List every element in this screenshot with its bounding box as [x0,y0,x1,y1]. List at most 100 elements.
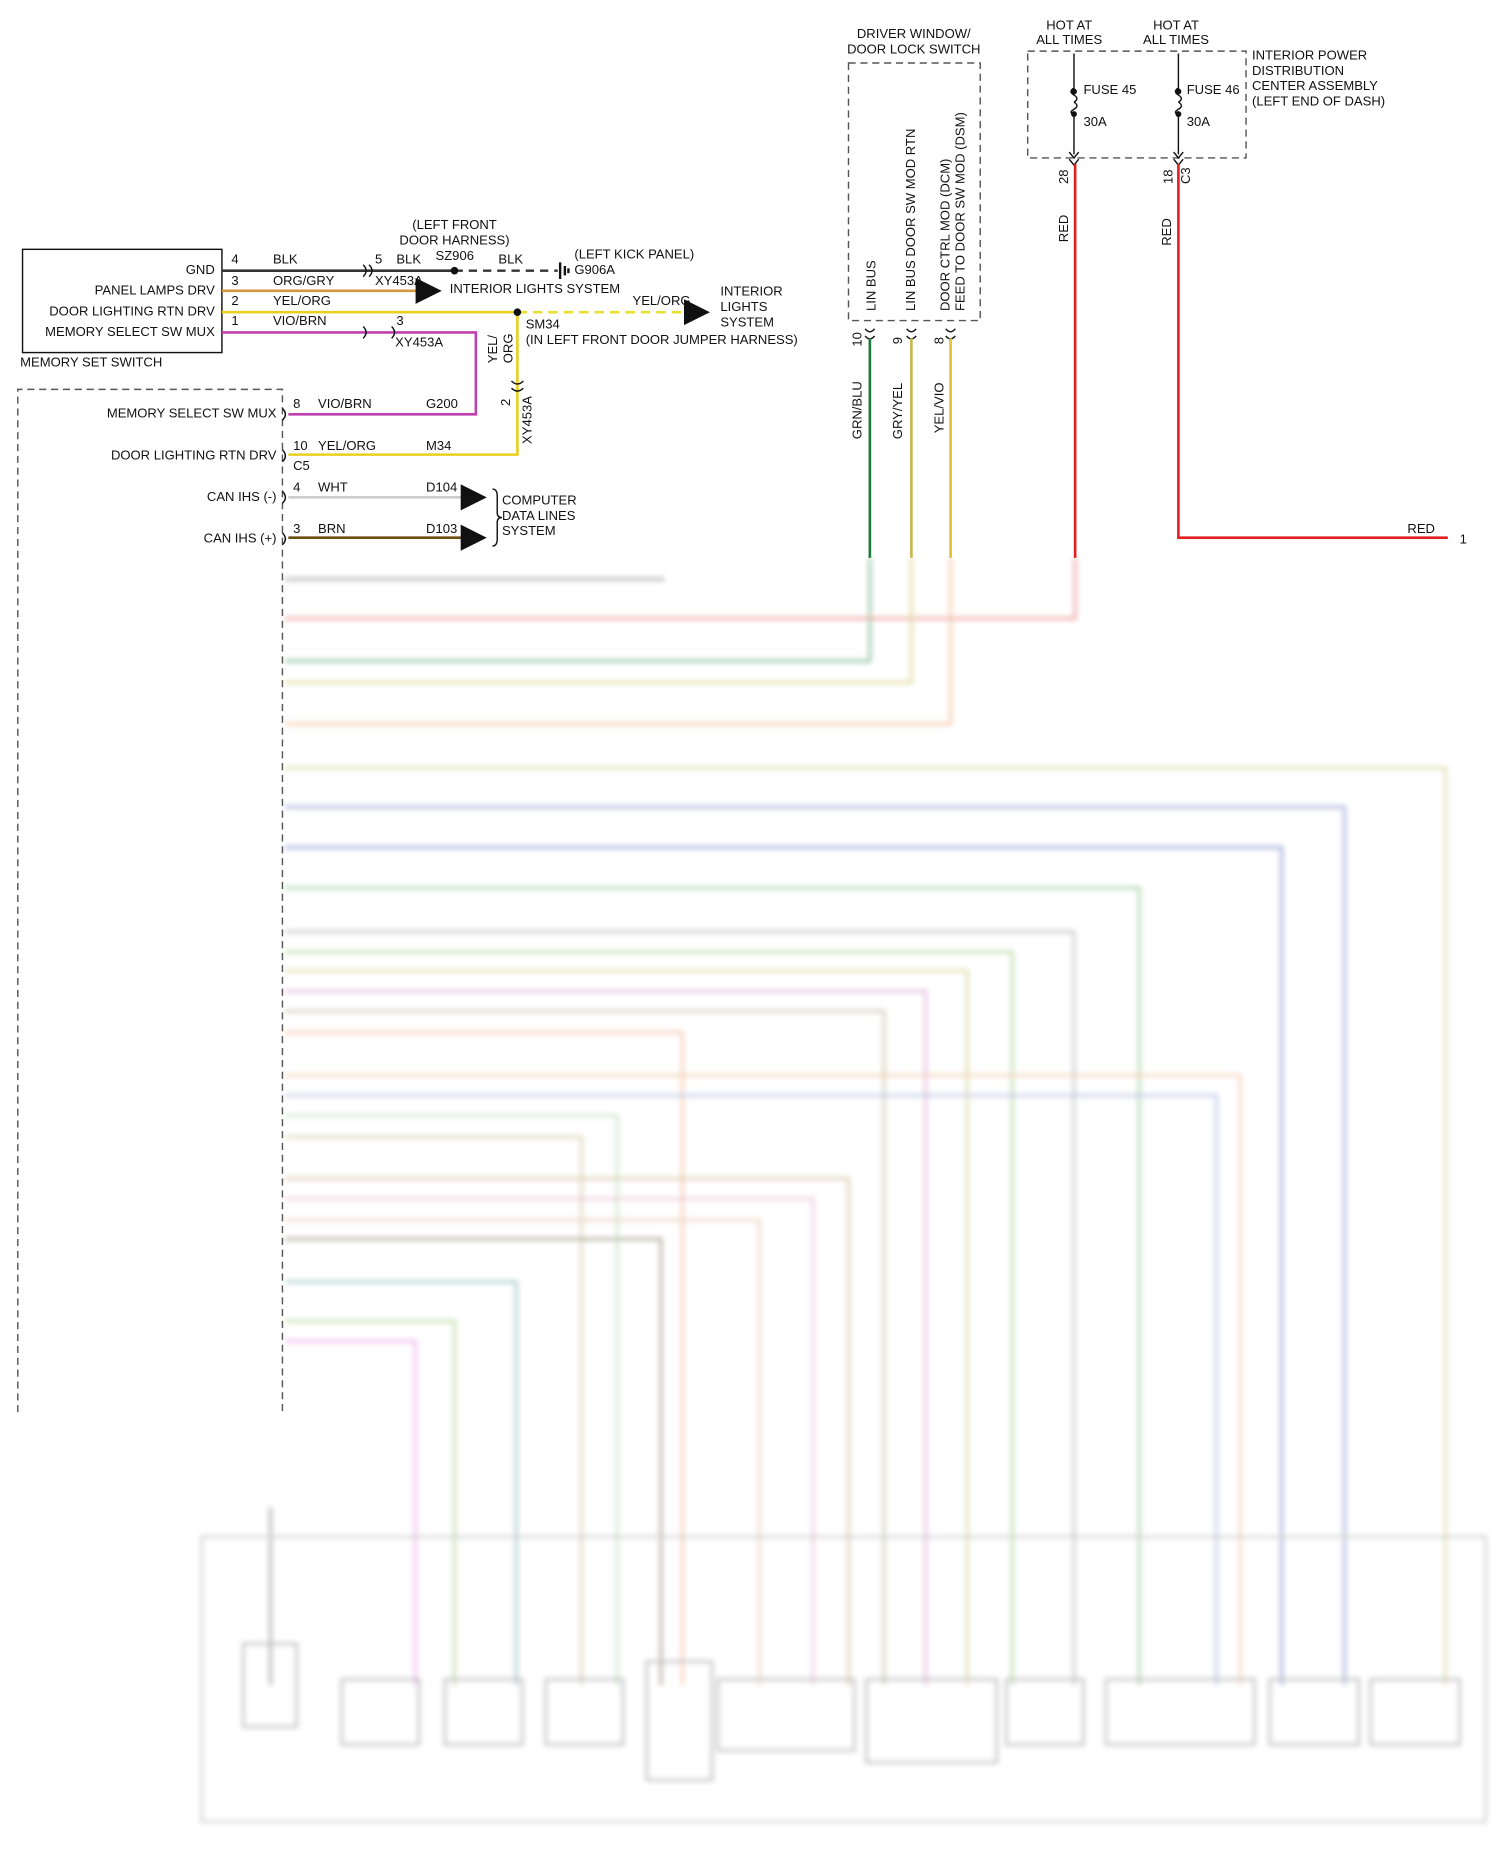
splice-id: SM34 [526,317,560,332]
hot-label: HOT AT [1046,18,1092,33]
fuse-symbol [1070,53,1183,155]
wire-color: WHT [318,479,348,494]
circuit-name: MEMORY SELECT SW MUX [107,406,277,421]
harness-label: DOOR HARNESS) [399,232,509,247]
component-label: INTERIOR POWER [1252,47,1367,62]
wire-color: VIO/BRN [318,396,372,411]
hot-label: ALL TIMES [1036,32,1102,47]
connector-id: XY453A [520,396,535,444]
circuit-name: DOOR CTRL MOD (DCM) [937,159,952,311]
ground-symbol [558,262,570,279]
wire-color: BRN [318,521,346,536]
wire-color: YEL/ORG [273,293,331,308]
fuse-terminal [1175,88,1182,95]
circuit-name: MEMORY SELECT SW MUX [45,324,215,339]
wire-color: YEL/ORG [633,293,691,308]
wire-color: GRY/YEL [890,383,905,439]
wire-color: BLK [396,251,421,266]
ground-location: (LEFT KICK PANEL) [574,247,694,262]
harness-label: (LEFT FRONT [412,217,497,232]
module-box [17,388,284,1413]
fuse-rating: 30A [1187,114,1211,129]
pin-number: 1 [231,313,238,328]
destination-label: LIGHTS [720,299,767,314]
wire-color: ORG/GRY [273,273,335,288]
pin-number: 4 [293,479,300,494]
component-label: (LEFT END OF DASH) [1252,94,1385,109]
splice-location: (IN LEFT FRONT DOOR JUMPER HARNESS) [526,332,798,347]
hot-label: ALL TIMES [1143,32,1209,47]
component-label: CENTER ASSEMBLY [1252,78,1378,93]
circuit-name: CAN IHS (-) [207,489,277,504]
wire-color: RED [1407,521,1435,536]
pin-number: 4 [231,251,238,266]
pin-number: 8 [931,337,946,344]
circuit-name: LIN BUS [864,260,879,311]
power-box [1026,50,1247,159]
wire-color: BLK [273,251,298,266]
circuit-name: GND [186,262,215,277]
destination-label: SYSTEM [502,523,556,538]
circuit-id: M34 [426,438,451,453]
blurred-region [200,557,1487,1823]
hot-label: HOT AT [1153,18,1199,33]
fuse-terminal [1071,88,1077,95]
pin-number: 10 [293,438,308,453]
destination-label: INTERIOR LIGHTS SYSTEM [450,281,620,296]
circuit-id: G200 [426,396,458,411]
circuit-name: DOOR LIGHTING RTN DRV [49,304,215,319]
wire-color: RED [1056,215,1071,243]
wire-color: ORG [501,334,516,364]
brace [492,488,503,547]
circuit-name: DOOR LIGHTING RTN DRV [111,447,277,462]
circuit-name: CAN IHS (+) [204,530,277,545]
fuse-terminal [1175,111,1182,118]
pin-number: 18 [1160,170,1175,185]
splice [513,308,522,317]
ground-id: G906A [574,262,615,277]
switch-box [847,62,981,322]
wire-color: GRN/BLU [849,381,864,439]
pin-number: 28 [1056,170,1071,185]
fuse-name: FUSE 45 [1083,82,1136,97]
splice [450,266,459,275]
switch-box [21,248,223,354]
circuit-name: LIN BUS DOOR SW MOD RTN [903,129,918,311]
connector-id: XY453A [395,335,443,350]
splice-id: SZ906 [436,248,474,263]
wire-color: YEL/ORG [318,438,376,453]
pin-number: 3 [293,521,300,536]
component-label: DOOR LOCK SWITCH [847,41,980,56]
fuse-name: FUSE 46 [1187,82,1240,97]
connector-id: XY453A [375,273,423,288]
circuit-id: D103 [426,521,457,536]
pin-number: 8 [293,396,300,411]
connector-symbol [281,407,287,546]
wire [1177,163,1448,540]
pin-number: 10 [849,332,864,347]
connector-id: C5 [293,458,310,473]
connector-symbol [362,264,524,392]
circuit-id: D104 [426,479,457,494]
pin-number: 1 [1460,532,1467,547]
wire-color: BLK [498,251,523,266]
component-label: MEMORY SET SWITCH [20,355,162,370]
component-label: DISTRIBUTION [1252,63,1344,78]
wire-color: YEL/ [485,335,500,364]
pin-number: 2 [231,293,238,308]
fuse-rating: 30A [1083,114,1107,129]
pin-number: 3 [231,273,238,288]
connector-id: C3 [1178,167,1193,184]
circuit-name: FEED TO DOOR SW MOD (DSM) [953,112,968,311]
destination-label: DATA LINES [502,508,576,523]
wire-color: VIO/BRN [273,313,327,328]
pin-number: 3 [396,313,403,328]
fuse-terminal [1071,111,1077,118]
pin-number: 9 [890,337,905,344]
destination-label: INTERIOR [720,284,782,299]
wire-color: YEL/VIO [931,383,946,434]
destination-label: COMPUTER [502,492,577,507]
component-label: DRIVER WINDOW/ [857,26,971,41]
